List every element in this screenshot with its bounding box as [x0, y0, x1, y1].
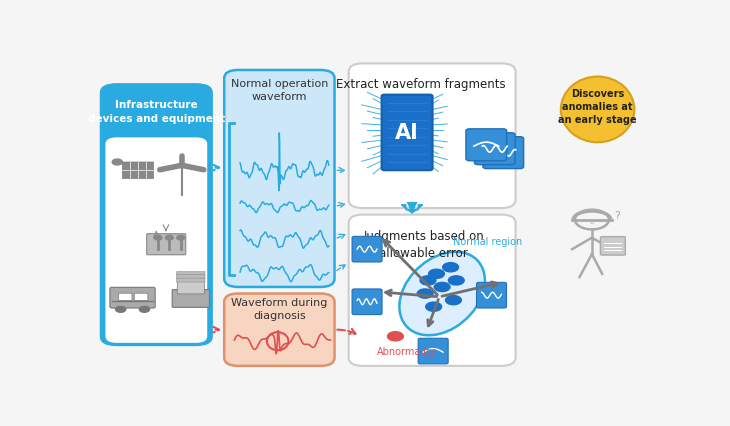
FancyBboxPatch shape	[177, 279, 205, 282]
Text: AI: AI	[395, 123, 419, 143]
FancyBboxPatch shape	[477, 283, 507, 308]
FancyBboxPatch shape	[224, 71, 334, 287]
FancyBboxPatch shape	[349, 64, 515, 209]
Text: Infrastructure
devices and equipment: Infrastructure devices and equipment	[88, 100, 225, 124]
FancyBboxPatch shape	[224, 294, 334, 366]
Circle shape	[426, 302, 442, 311]
Text: Abnormality: Abnormality	[377, 346, 437, 356]
FancyBboxPatch shape	[118, 294, 132, 301]
FancyBboxPatch shape	[123, 163, 153, 179]
Text: Waveform during
diagnosis: Waveform during diagnosis	[231, 297, 328, 320]
Circle shape	[178, 164, 185, 168]
FancyBboxPatch shape	[177, 272, 205, 276]
FancyBboxPatch shape	[147, 234, 185, 255]
Circle shape	[420, 276, 436, 285]
FancyArrow shape	[402, 205, 423, 213]
FancyBboxPatch shape	[134, 294, 147, 301]
FancyBboxPatch shape	[100, 84, 213, 346]
Circle shape	[434, 283, 450, 292]
FancyBboxPatch shape	[110, 288, 155, 308]
FancyBboxPatch shape	[349, 215, 515, 366]
FancyBboxPatch shape	[172, 290, 210, 308]
FancyBboxPatch shape	[418, 339, 448, 364]
FancyBboxPatch shape	[177, 280, 204, 294]
Circle shape	[115, 307, 126, 313]
Circle shape	[177, 236, 185, 240]
FancyBboxPatch shape	[382, 95, 433, 171]
FancyBboxPatch shape	[352, 289, 382, 315]
Ellipse shape	[399, 252, 485, 335]
Circle shape	[448, 276, 464, 285]
Circle shape	[112, 160, 123, 166]
Text: ?: ?	[615, 210, 620, 220]
Circle shape	[154, 236, 162, 240]
Circle shape	[429, 270, 445, 279]
FancyBboxPatch shape	[600, 237, 626, 256]
Circle shape	[139, 307, 150, 313]
FancyBboxPatch shape	[474, 133, 515, 165]
Text: Extract waveform fragments: Extract waveform fragments	[336, 78, 506, 90]
FancyBboxPatch shape	[483, 138, 523, 169]
FancyBboxPatch shape	[105, 138, 207, 343]
Circle shape	[388, 332, 403, 341]
Circle shape	[442, 263, 458, 272]
FancyBboxPatch shape	[177, 275, 205, 279]
Text: Discovers
anomalies at
an early stage: Discovers anomalies at an early stage	[558, 89, 637, 125]
FancyBboxPatch shape	[352, 237, 382, 262]
Circle shape	[166, 236, 173, 240]
Circle shape	[445, 296, 461, 305]
FancyBboxPatch shape	[466, 130, 507, 161]
Circle shape	[418, 289, 433, 299]
Text: Normal region: Normal region	[453, 236, 523, 246]
Text: ᴗ: ᴗ	[590, 218, 594, 224]
Text: Normal operation
waveform: Normal operation waveform	[231, 79, 328, 102]
Ellipse shape	[561, 78, 634, 143]
Text: Judgments based on
allowable error: Judgments based on allowable error	[364, 230, 484, 260]
